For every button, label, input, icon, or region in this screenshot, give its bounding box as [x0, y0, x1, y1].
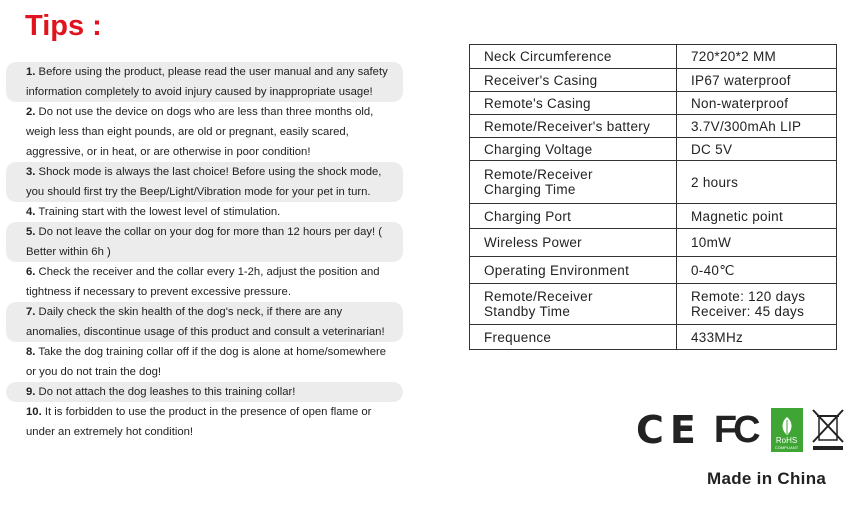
tip-number: 10. — [26, 406, 42, 418]
spec-label: Receiver's Casing — [469, 68, 677, 92]
certification-logos: CE FC RoHS COMPLIANT — [636, 408, 845, 452]
tip-text: Before using the product, please read th… — [26, 66, 388, 98]
spec-label: Remote's Casing — [469, 91, 677, 115]
tip-text: Training start with the lowest level of … — [35, 206, 281, 218]
tip-number: 8. — [26, 346, 36, 358]
spec-value: IP67 waterproof — [676, 68, 837, 92]
spec-row: Receiver's Casing IP67 waterproof — [469, 68, 837, 92]
spec-table: Neck Circumference 720*20*2 MM Receiver's … — [469, 44, 837, 350]
spec-row: Charging Voltage DC 5V — [469, 137, 837, 161]
spec-label: Remote/Receiver's battery — [469, 114, 677, 138]
spec-label: Operating Environment — [469, 256, 677, 284]
tip-number: 1. — [26, 66, 36, 78]
tip-item: 2. Do not use the device on dogs who are… — [6, 102, 403, 162]
tip-number: 2. — [26, 106, 36, 118]
spec-value: 2 hours — [676, 160, 837, 204]
spec-value: 720*20*2 MM — [676, 44, 837, 69]
spec-row: Neck Circumference 720*20*2 MM — [469, 44, 837, 69]
spec-label: Remote/Receiver Charging Time — [469, 160, 677, 204]
tip-text: Do not attach the dog leashes to this tr… — [35, 386, 296, 398]
tip-text: Do not leave the collar on your dog for … — [26, 226, 383, 258]
tip-number: 4. — [26, 206, 36, 218]
spec-value: DC 5V — [676, 137, 837, 161]
spec-label: Wireless Power — [469, 228, 677, 257]
spec-row: Wireless Power 10mW — [469, 228, 837, 257]
tip-text: Shock mode is always the last choice! Be… — [26, 166, 382, 198]
weee-bin-icon — [811, 409, 844, 450]
tip-item: 6. Check the receiver and the collar eve… — [6, 262, 403, 302]
spec-value: 0-40℃ — [676, 256, 837, 284]
rohs-label: RoHS — [775, 436, 798, 445]
tip-number: 5. — [26, 226, 36, 238]
spec-value: Magnetic point — [676, 203, 837, 229]
spec-row: Remote/Receiver's battery 3.7V/300mAh LIP — [469, 114, 837, 138]
spec-value: Non-waterproof — [676, 91, 837, 115]
tip-text: Daily check the skin health of the dog's… — [26, 306, 385, 338]
tip-number: 6. — [26, 266, 36, 278]
spec-label: Charging Port — [469, 203, 677, 229]
tip-text: Check the receiver and the collar every … — [26, 266, 380, 298]
ce-mark-icon: CE — [636, 408, 702, 452]
tips-list: 1. Before using the product, please read… — [6, 62, 403, 442]
spec-value: 10mW — [676, 228, 837, 257]
tip-text: Take the dog training collar off if the … — [26, 346, 387, 378]
spec-value: 3.7V/300mAh LIP — [676, 114, 837, 138]
spec-value: Remote: 120 days Receiver: 45 days — [676, 283, 837, 325]
spec-row: Operating Environment 0-40℃ — [469, 256, 837, 284]
spec-row: Charging Port Magnetic point — [469, 203, 837, 229]
fcc-mark-icon: FC — [713, 408, 761, 451]
tip-item: 7. Daily check the skin health of the do… — [6, 302, 403, 342]
spec-label: Neck Circumference — [469, 44, 677, 69]
tip-item: 10. It is forbidden to use the product i… — [6, 402, 403, 442]
tip-number: 9. — [26, 386, 36, 398]
spec-row: Remote's Casing Non-waterproof — [469, 91, 837, 115]
leaf-icon — [782, 417, 792, 435]
tip-item: 4. Training start with the lowest level … — [6, 202, 403, 222]
rohs-sublabel: COMPLIANT — [774, 445, 799, 450]
tip-text: It is forbidden to use the product in th… — [26, 406, 372, 438]
tip-item: 3. Shock mode is always the last choice!… — [6, 162, 403, 202]
spec-label: Frequence — [469, 324, 677, 350]
tip-text: Do not use the device on dogs who are le… — [26, 106, 374, 158]
tip-item: 1. Before using the product, please read… — [6, 62, 403, 102]
tip-item: 9. Do not attach the dog leashes to this… — [6, 382, 403, 402]
tip-number: 7. — [26, 306, 36, 318]
spec-row: Remote/Receiver Standby Time Remote: 120 … — [469, 283, 837, 325]
tip-number: 3. — [26, 166, 36, 178]
spec-label: Remote/Receiver Standby Time — [469, 283, 677, 325]
spec-row: Remote/Receiver Charging Time 2 hours — [469, 160, 837, 204]
tip-item: 8. Take the dog training collar off if t… — [6, 342, 403, 382]
spec-row: Frequence 433MHz — [469, 324, 837, 350]
spec-value: 433MHz — [676, 324, 837, 350]
tips-title: Tips : — [25, 10, 102, 42]
tip-item: 5. Do not leave the collar on your dog f… — [6, 222, 403, 262]
rohs-icon: RoHS COMPLIANT — [770, 408, 803, 452]
made-in-label: Made in China — [707, 469, 827, 488]
spec-label: Charging Voltage — [469, 137, 677, 161]
